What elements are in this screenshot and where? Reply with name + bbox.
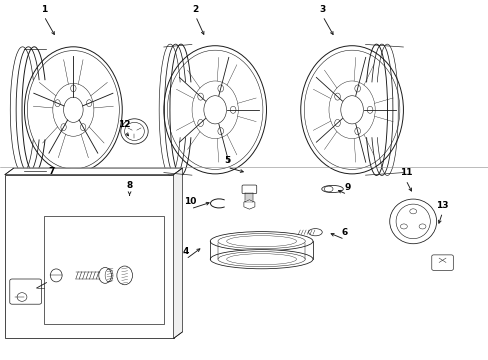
Text: 10: 10 — [184, 197, 197, 206]
FancyBboxPatch shape — [431, 255, 452, 270]
Ellipse shape — [210, 231, 312, 251]
Text: 7: 7 — [48, 166, 55, 175]
Text: 8: 8 — [126, 181, 132, 190]
Text: 5: 5 — [224, 156, 230, 165]
Ellipse shape — [389, 199, 436, 244]
Ellipse shape — [121, 119, 148, 144]
Text: 12: 12 — [118, 120, 131, 129]
Ellipse shape — [300, 46, 403, 174]
FancyBboxPatch shape — [242, 185, 256, 194]
Ellipse shape — [321, 185, 343, 193]
Text: 2: 2 — [192, 4, 198, 13]
Polygon shape — [173, 168, 182, 338]
Ellipse shape — [24, 47, 122, 173]
FancyBboxPatch shape — [10, 279, 41, 304]
Polygon shape — [5, 168, 182, 175]
Text: 9: 9 — [343, 183, 350, 192]
Ellipse shape — [308, 229, 322, 236]
Text: 6: 6 — [341, 228, 347, 237]
Bar — [44, 216, 163, 324]
Text: 11: 11 — [399, 168, 411, 177]
Text: 4: 4 — [182, 248, 189, 256]
Ellipse shape — [210, 249, 312, 269]
Text: 1: 1 — [41, 4, 47, 13]
Text: 3: 3 — [319, 4, 325, 13]
Text: 13: 13 — [435, 201, 448, 210]
Bar — [5, 175, 173, 338]
Ellipse shape — [163, 46, 266, 174]
